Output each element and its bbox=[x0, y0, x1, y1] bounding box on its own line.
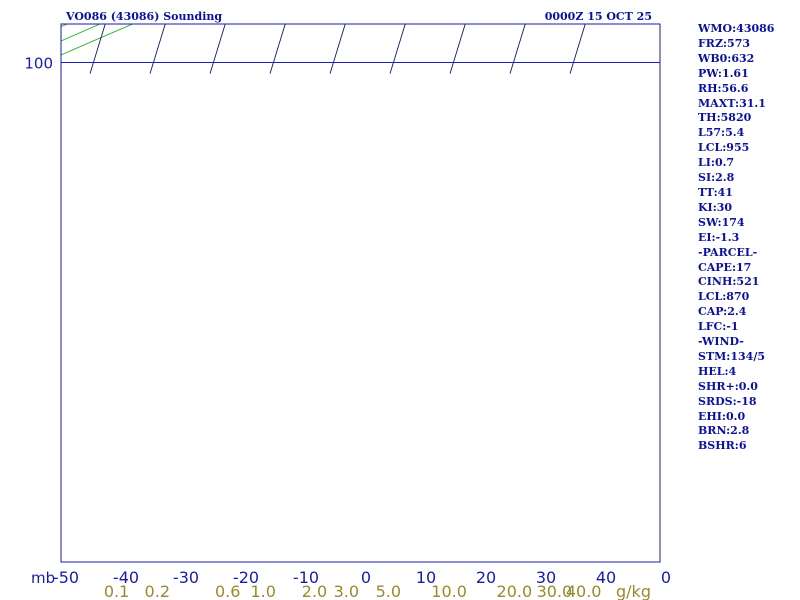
sounding-index: WB0:632 bbox=[698, 51, 755, 65]
sounding-index: SW:174 bbox=[698, 215, 745, 229]
sounding-index: BRN:2.8 bbox=[698, 424, 750, 438]
sounding-index: STM:134/5 bbox=[698, 349, 765, 363]
mixing-ratio-tick-label: 20.0 bbox=[497, 582, 533, 600]
temperature-tick-label: 10 bbox=[416, 568, 436, 587]
sounding-index: EI:-1.3 bbox=[698, 230, 740, 244]
temperature-tick-label: -50 bbox=[53, 568, 79, 587]
sounding-index: LCL:955 bbox=[698, 141, 750, 155]
axes-labels: 9670 m8534 m7550 m6637 m5820 m5053 m4354… bbox=[24, 55, 671, 600]
chart-title: VO086 (43086) Sounding bbox=[65, 10, 222, 23]
temperature-tick-label: 20 bbox=[476, 568, 496, 587]
mixing-ratio-tick-label: 1.0 bbox=[250, 582, 275, 600]
sounding-index: WMO:43086 bbox=[698, 22, 775, 35]
sounding-index: -WIND- bbox=[698, 335, 744, 349]
sounding-index: TT:41 bbox=[698, 185, 733, 199]
sounding-index: L57:5.4 bbox=[698, 126, 745, 140]
temperature-tick-label: -40 bbox=[113, 568, 139, 587]
mixing-ratio-tick-label: 0.2 bbox=[145, 582, 170, 600]
chart-date: 0000Z 15 OCT 25 bbox=[545, 10, 652, 23]
sounding-index: SHR+:0.0 bbox=[698, 379, 758, 393]
sounding-index: CAP:2.4 bbox=[698, 305, 747, 319]
sounding-index: BSHR:6 bbox=[698, 439, 747, 453]
plot-area bbox=[61, 24, 660, 74]
sounding-index: CINH:521 bbox=[698, 275, 760, 289]
sounding-index: LI:0.7 bbox=[698, 156, 735, 170]
temperature-tick-label: 0 bbox=[361, 568, 371, 587]
mixing-ratio-tick-label: 30.0 bbox=[537, 582, 573, 600]
sounding-index: HEL:4 bbox=[698, 364, 737, 378]
mixing-ratio-tick-label: 40.0 bbox=[566, 582, 602, 600]
mixing-ratio-tick-label: 0.6 bbox=[215, 582, 240, 600]
sounding-index: LCL:870 bbox=[698, 290, 750, 304]
plot-frame bbox=[60, 23, 661, 563]
sounding-index: SRDS:-18 bbox=[698, 394, 757, 408]
sounding-indices: WMO:43086 FRZ:573 WB0:632 PW:1.61 RH:56.6 MAX… bbox=[698, 22, 798, 454]
sounding-index: FRZ:573 bbox=[698, 36, 751, 50]
mixing-ratio-tick-label: 2.0 bbox=[302, 582, 327, 600]
sounding-index: CAPE:17 bbox=[698, 260, 752, 274]
sounding-index: RH:56.6 bbox=[698, 81, 749, 95]
temperature-tick-label: -10 bbox=[293, 568, 319, 587]
sounding-index: -PARCEL- bbox=[698, 245, 758, 259]
mixing-ratio-tick-label: 0.1 bbox=[104, 582, 129, 600]
mixing-ratio-unit-label: g/kg bbox=[616, 582, 651, 600]
sounding-index: TH:5820 bbox=[698, 111, 752, 125]
sounding-index: KI:30 bbox=[698, 200, 733, 214]
temperature-tick-label: -30 bbox=[173, 568, 199, 587]
temperature-tick-label: 40 bbox=[596, 568, 616, 587]
sounding-index: PW:1.61 bbox=[698, 66, 749, 80]
temperature-tick-label: -20 bbox=[233, 568, 259, 587]
sounding-index: LFC:-1 bbox=[698, 320, 739, 334]
mixing-ratio-tick-label: 3.0 bbox=[334, 582, 359, 600]
sounding-index: EHI:0.0 bbox=[698, 409, 746, 423]
sounding-index: SI:2.8 bbox=[698, 171, 735, 185]
temperature-tick-label: 0 bbox=[661, 568, 671, 587]
sounding-index: MAXT:31.1 bbox=[698, 96, 766, 110]
temperature-tick-label: 30 bbox=[536, 568, 556, 587]
pressure-unit-label: mb bbox=[31, 569, 55, 587]
mixing-ratio-tick-label: 10.0 bbox=[431, 582, 467, 600]
pressure-tick-label: 100 bbox=[24, 55, 53, 73]
mixing-ratio-tick-label: 5.0 bbox=[376, 582, 401, 600]
